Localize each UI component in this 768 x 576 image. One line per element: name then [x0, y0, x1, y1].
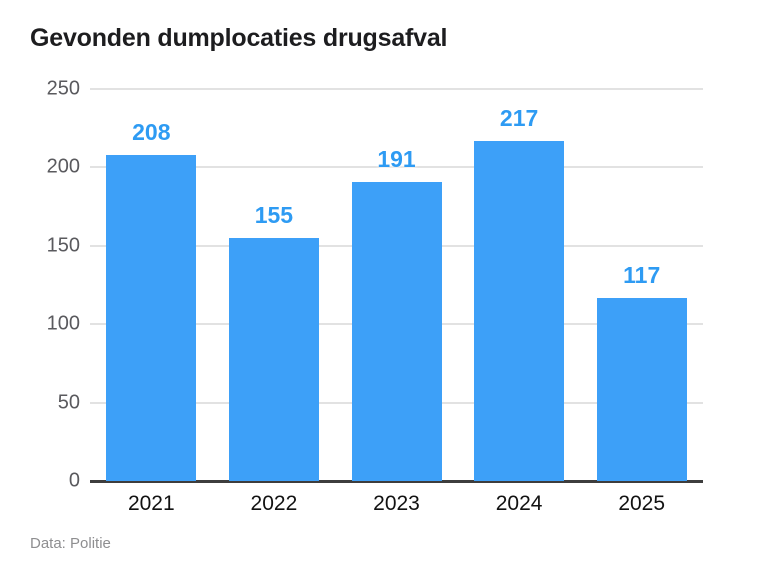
bar-value-label: 117	[623, 261, 661, 288]
bar	[228, 237, 319, 481]
bar-value-label: 208	[132, 118, 171, 145]
x-tick-label: 2022	[250, 492, 298, 515]
y-tick-label: 100	[46, 312, 80, 335]
bar-value-label: 217	[499, 104, 539, 131]
gridline	[90, 88, 703, 90]
bar	[351, 181, 442, 481]
x-tick-label: 2024	[495, 492, 543, 515]
y-tick-label: 200	[46, 155, 80, 178]
y-tick-label: 150	[46, 234, 80, 257]
source-note: Data: Politie	[30, 535, 111, 552]
x-tick-label: 2023	[373, 492, 420, 515]
bar-value-label: 155	[254, 201, 294, 228]
bar	[106, 154, 197, 481]
x-tick-label: 2025	[618, 492, 666, 515]
x-tick-label: 2021	[127, 492, 175, 515]
chart-title: Gevonden dumplocaties drugsafval	[30, 24, 448, 52]
gridline	[90, 166, 703, 169]
y-tick-label: 50	[57, 391, 80, 414]
y-tick-label: 0	[68, 469, 80, 492]
bar-value-label: 191	[377, 145, 416, 172]
bar	[596, 297, 687, 481]
x-axis-line	[90, 480, 703, 483]
y-tick-label: 250	[46, 77, 80, 100]
bar	[474, 140, 565, 481]
